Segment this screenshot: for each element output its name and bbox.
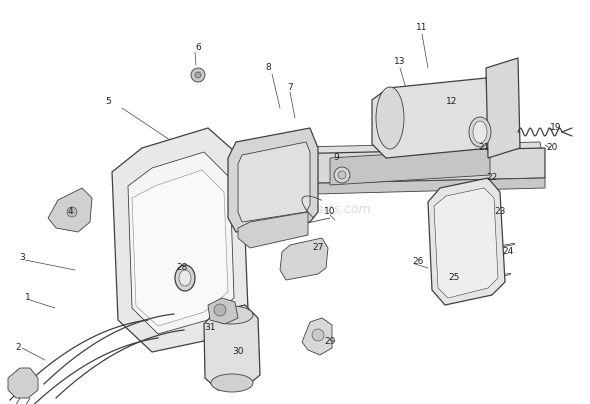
Ellipse shape: [211, 374, 253, 392]
Text: 7: 7: [287, 84, 293, 93]
Text: 2: 2: [15, 343, 21, 353]
Polygon shape: [128, 152, 234, 334]
Ellipse shape: [175, 265, 195, 291]
Text: 27: 27: [312, 244, 324, 252]
Text: 20: 20: [546, 143, 558, 152]
Circle shape: [334, 167, 350, 183]
Circle shape: [338, 171, 346, 179]
Polygon shape: [486, 78, 506, 148]
Ellipse shape: [179, 270, 191, 286]
Circle shape: [214, 304, 226, 316]
Ellipse shape: [473, 121, 487, 143]
Text: 5: 5: [105, 97, 111, 107]
Polygon shape: [208, 298, 238, 324]
Polygon shape: [486, 58, 520, 158]
Text: 25: 25: [448, 274, 460, 282]
Polygon shape: [372, 78, 502, 158]
Text: 11: 11: [417, 23, 428, 32]
Polygon shape: [240, 148, 545, 185]
Polygon shape: [330, 148, 490, 185]
Polygon shape: [302, 318, 332, 355]
Text: 24: 24: [502, 248, 514, 257]
Polygon shape: [280, 238, 328, 280]
Text: 8: 8: [265, 63, 271, 72]
Text: 23: 23: [494, 208, 506, 217]
Text: 22: 22: [486, 173, 497, 183]
Circle shape: [195, 72, 201, 78]
Polygon shape: [242, 142, 542, 158]
Text: 19: 19: [550, 124, 562, 133]
Text: 30: 30: [232, 347, 244, 356]
Ellipse shape: [376, 87, 404, 149]
Text: eReplacementParts.com: eReplacementParts.com: [219, 204, 371, 217]
Text: 28: 28: [176, 263, 188, 273]
Text: 9: 9: [333, 154, 339, 162]
Text: 12: 12: [446, 97, 458, 107]
Polygon shape: [112, 128, 248, 352]
Text: 21: 21: [478, 143, 490, 152]
Polygon shape: [204, 305, 260, 390]
Text: 4: 4: [67, 208, 73, 217]
Polygon shape: [240, 178, 545, 196]
Text: 29: 29: [324, 337, 336, 347]
Circle shape: [312, 329, 324, 341]
Text: 26: 26: [412, 257, 424, 267]
Polygon shape: [238, 212, 308, 248]
Polygon shape: [428, 178, 505, 305]
Text: 6: 6: [195, 44, 201, 53]
Polygon shape: [238, 142, 310, 222]
Polygon shape: [48, 188, 92, 232]
Text: 13: 13: [394, 57, 406, 67]
Circle shape: [67, 207, 77, 217]
Polygon shape: [228, 128, 318, 232]
Polygon shape: [434, 188, 498, 298]
Ellipse shape: [469, 117, 491, 147]
Polygon shape: [8, 368, 38, 398]
Text: 1: 1: [25, 293, 31, 303]
Text: 3: 3: [19, 253, 25, 263]
Text: 10: 10: [324, 208, 336, 217]
Text: 31: 31: [204, 324, 216, 332]
Ellipse shape: [211, 306, 253, 324]
Circle shape: [191, 68, 205, 82]
Polygon shape: [132, 170, 228, 326]
